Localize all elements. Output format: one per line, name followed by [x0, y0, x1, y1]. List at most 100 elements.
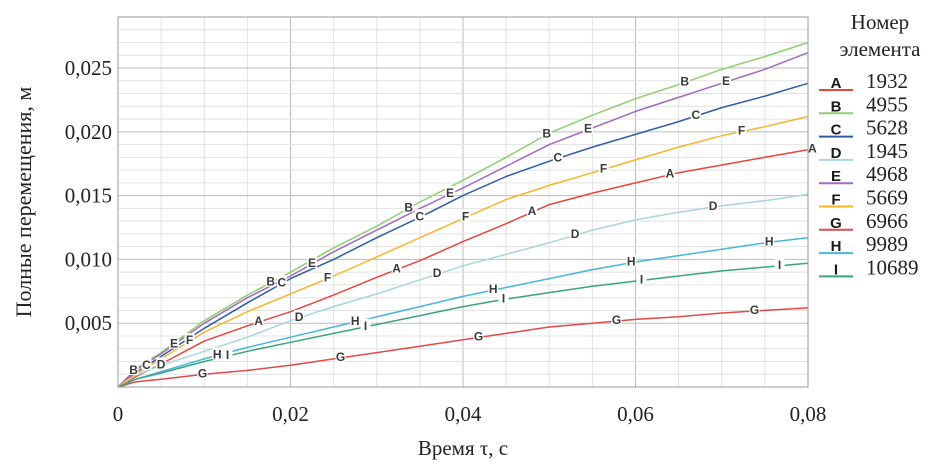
- series-label-d: D: [157, 357, 166, 371]
- y-tick-label: 0,015: [65, 184, 112, 208]
- series-label-f: F: [600, 161, 607, 175]
- series-label-backdrop: [335, 349, 346, 362]
- series-label-backdrop: [736, 123, 747, 136]
- y-tick-label: 0,005: [65, 311, 112, 335]
- series-label-h: H: [489, 282, 498, 296]
- legend-letter: H: [831, 238, 842, 255]
- legend-series-name: 4968: [866, 162, 908, 186]
- legend-item-c: C 5628: [819, 116, 908, 140]
- series-line-i: [117, 262, 809, 388]
- x-tick-label: 0,06: [617, 402, 654, 426]
- legend-item-f: F 5669: [819, 186, 908, 210]
- series-label-e: E: [722, 74, 730, 88]
- series-label-layer: AAAAABBBBBCCCCCDDDDDEEEEEFFFFFGGGGGHHHHH…: [128, 73, 818, 380]
- series-label-f: F: [738, 124, 745, 138]
- series-label-backdrop: [445, 186, 456, 199]
- series-label-f: F: [324, 271, 331, 285]
- series-line-f: [117, 115, 809, 388]
- series-label-h: H: [351, 314, 360, 328]
- series-label-f: F: [186, 333, 193, 347]
- series-label-backdrop: [665, 166, 675, 179]
- series-label-i: I: [778, 258, 781, 272]
- series-label-d: D: [433, 266, 442, 280]
- legend-series-name: 6966: [866, 209, 908, 233]
- series-label-backdrop: [184, 333, 195, 346]
- series-label-backdrop: [488, 282, 499, 295]
- series-label-e: E: [446, 186, 454, 200]
- legend-item-h: H 9989: [819, 232, 908, 256]
- legend-letter: I: [834, 261, 838, 278]
- y-axis-title: Полные перемещения, м: [11, 87, 36, 318]
- plot-frame: [117, 16, 809, 388]
- series-label-backdrop: [169, 336, 180, 349]
- series-label-g: G: [750, 303, 759, 317]
- series-label-a: A: [808, 142, 817, 156]
- legend-item-i: I 10689: [819, 255, 919, 279]
- series-label-b: B: [129, 363, 138, 377]
- legend-letter: C: [831, 122, 842, 139]
- grid-layer: [118, 17, 808, 387]
- series-label-backdrop: [636, 272, 647, 285]
- legend-series-name: 10689: [866, 255, 919, 279]
- legend-title-line-1: Номер: [851, 10, 909, 34]
- series-label-backdrop: [128, 362, 139, 375]
- series-label-backdrop: [626, 254, 637, 267]
- series-label-backdrop: [156, 357, 167, 370]
- series-label-backdrop: [807, 141, 818, 154]
- series-label-backdrop: [212, 347, 223, 360]
- x-tick-label: 0,02: [272, 402, 309, 426]
- series-label-backdrop: [708, 199, 719, 212]
- series-label-b: B: [680, 74, 689, 88]
- x-tick-label: 0,04: [445, 402, 482, 426]
- legend-item-e: E 4968: [819, 162, 908, 186]
- legend-letter: A: [831, 75, 842, 92]
- series-label-backdrop: [679, 74, 690, 87]
- series-label-backdrop: [141, 357, 152, 370]
- series-label-backdrop: [253, 314, 264, 327]
- legend-letter: D: [831, 145, 842, 162]
- series-label-backdrop: [570, 227, 581, 240]
- legend-series-name: 9989: [866, 232, 908, 256]
- series-label-d: D: [709, 199, 718, 213]
- series-label-c: C: [142, 358, 151, 372]
- series-line-e: [117, 52, 809, 388]
- legend-series-name: 5669: [866, 186, 908, 210]
- series-label-d: D: [295, 310, 304, 324]
- series-label-backdrop: [690, 108, 701, 121]
- series-label-a: A: [392, 262, 401, 276]
- series-label-backdrop: [276, 275, 287, 288]
- series-label-backdrop: [460, 209, 471, 222]
- series-line-h: [117, 236, 809, 388]
- legend-item-b: B 4955: [819, 92, 908, 116]
- series-label-c: C: [278, 275, 287, 289]
- series-label-backdrop: [774, 257, 785, 270]
- series-label-i: I: [640, 272, 643, 286]
- tick-label-layer: 0 0,02 0,04 0,06 0,08 0,005 0,010 0,015 0,020 0,0…: [65, 56, 827, 426]
- series-label-g: G: [612, 313, 621, 327]
- series-label-g: G: [198, 366, 207, 380]
- legend-series-name: 1945: [866, 139, 908, 163]
- series-label-backdrop: [307, 255, 318, 268]
- series-label-backdrop: [403, 200, 414, 213]
- series-label-backdrop: [414, 209, 425, 222]
- legend-item-g: G 6966: [819, 209, 908, 233]
- series-label-i: I: [364, 319, 367, 333]
- series-label-backdrop: [552, 150, 563, 163]
- series-label-backdrop: [473, 329, 484, 342]
- series-label-e: E: [308, 256, 316, 270]
- series-label-backdrop: [197, 366, 208, 379]
- series-label-backdrop: [598, 161, 609, 174]
- series-label-backdrop: [541, 126, 552, 139]
- series-label-backdrop: [764, 234, 775, 247]
- series-label-backdrop: [294, 309, 305, 322]
- series-label-c: C: [692, 108, 701, 122]
- series-label-backdrop: [721, 73, 732, 86]
- series-label-backdrop: [360, 318, 371, 331]
- series-label-i: I: [502, 291, 505, 305]
- series-label-backdrop: [583, 121, 594, 134]
- series-label-c: C: [416, 209, 425, 223]
- series-label-i: I: [226, 348, 229, 362]
- x-axis-title: Время τ, с: [418, 436, 508, 460]
- series-label-g: G: [336, 350, 345, 364]
- legend-series-name: 5628: [866, 116, 908, 140]
